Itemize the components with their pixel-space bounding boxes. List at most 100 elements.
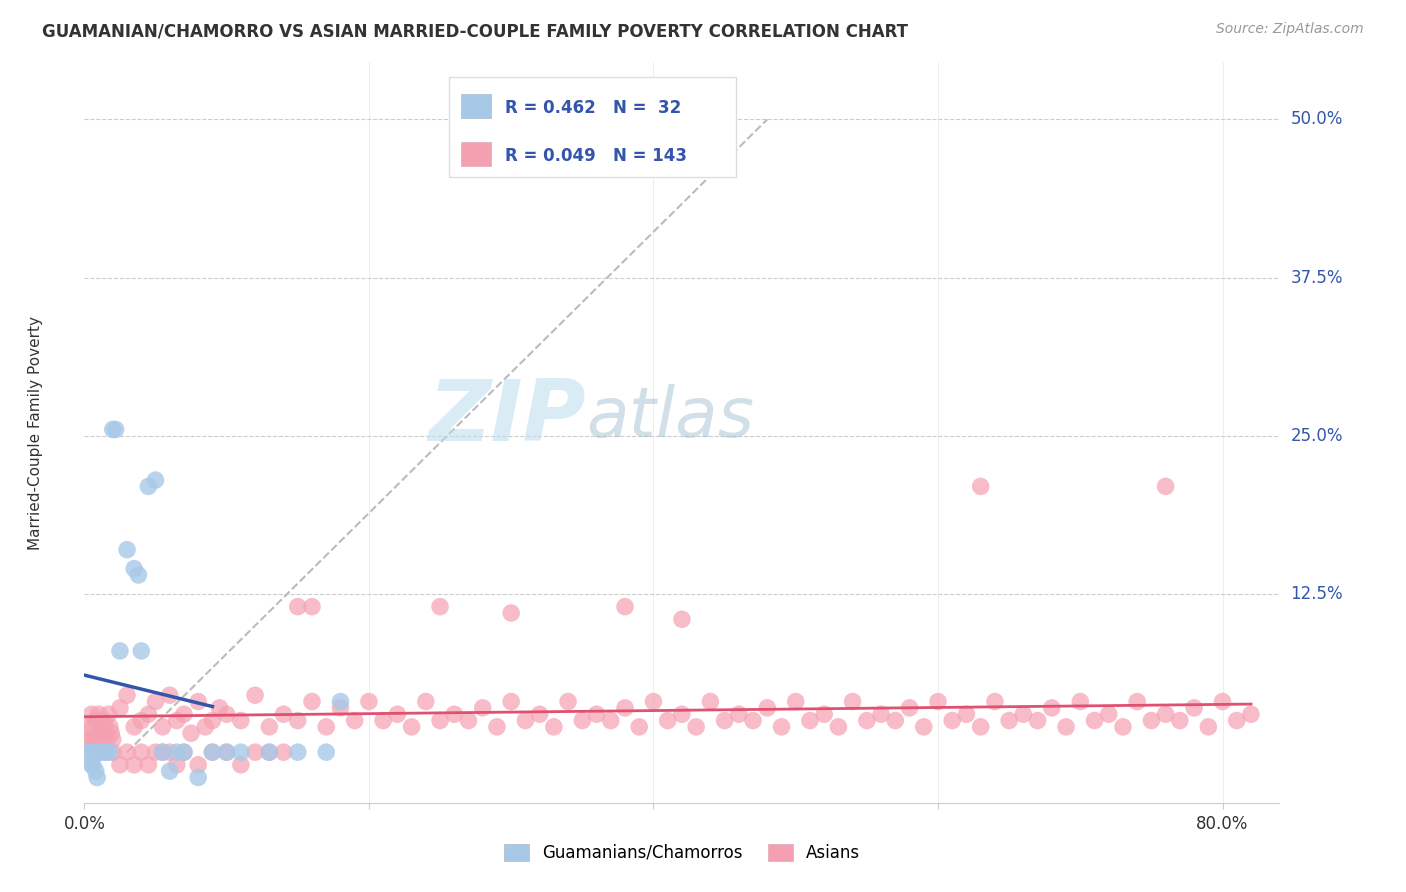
- Point: [83, 745, 105, 759]
- Point: [229, 745, 252, 759]
- Point: [671, 707, 693, 722]
- Point: [1054, 720, 1077, 734]
- Point: [108, 757, 131, 772]
- Point: [1168, 714, 1191, 728]
- Point: [1226, 714, 1249, 728]
- Point: [970, 479, 993, 493]
- FancyBboxPatch shape: [449, 78, 735, 178]
- Point: [79, 732, 101, 747]
- FancyBboxPatch shape: [461, 142, 491, 166]
- Point: [243, 688, 266, 702]
- Point: [77, 720, 100, 734]
- Point: [643, 694, 665, 708]
- Point: [129, 745, 152, 759]
- Point: [97, 707, 120, 722]
- Point: [138, 479, 160, 493]
- Point: [159, 688, 181, 702]
- Point: [138, 757, 160, 772]
- Point: [827, 720, 849, 734]
- Point: [96, 732, 118, 747]
- Point: [515, 714, 537, 728]
- Point: [101, 422, 124, 436]
- Point: [471, 701, 494, 715]
- Point: [785, 694, 807, 708]
- Point: [243, 745, 266, 759]
- Point: [770, 720, 793, 734]
- Point: [87, 745, 110, 759]
- Point: [799, 714, 821, 728]
- Point: [173, 745, 195, 759]
- Point: [870, 707, 893, 722]
- Point: [145, 694, 167, 708]
- Point: [89, 720, 111, 734]
- Point: [1197, 720, 1219, 734]
- Point: [457, 714, 479, 728]
- Point: [108, 644, 131, 658]
- Point: [485, 720, 508, 734]
- FancyBboxPatch shape: [461, 94, 491, 118]
- Point: [301, 599, 323, 614]
- Point: [429, 714, 451, 728]
- Point: [856, 714, 879, 728]
- Point: [1040, 701, 1063, 715]
- Point: [98, 745, 121, 759]
- Point: [84, 764, 107, 779]
- Point: [699, 694, 721, 708]
- Point: [259, 745, 281, 759]
- Text: 50.0%: 50.0%: [1291, 111, 1343, 128]
- Text: 25.0%: 25.0%: [1291, 426, 1343, 445]
- Point: [429, 599, 451, 614]
- Point: [79, 745, 101, 759]
- Point: [145, 473, 167, 487]
- Point: [127, 568, 149, 582]
- Point: [1069, 694, 1091, 708]
- Point: [1182, 701, 1205, 715]
- Point: [585, 707, 607, 722]
- Point: [152, 720, 174, 734]
- Point: [756, 701, 779, 715]
- Point: [173, 745, 195, 759]
- Point: [1126, 694, 1149, 708]
- Point: [166, 745, 188, 759]
- Point: [159, 745, 181, 759]
- Point: [727, 707, 749, 722]
- Point: [94, 745, 117, 759]
- Text: 37.5%: 37.5%: [1291, 268, 1343, 286]
- Point: [166, 714, 188, 728]
- Point: [1112, 720, 1135, 734]
- Point: [80, 707, 103, 722]
- Point: [229, 757, 252, 772]
- Point: [187, 757, 209, 772]
- Point: [98, 720, 121, 734]
- Point: [201, 745, 224, 759]
- Point: [557, 694, 579, 708]
- Point: [201, 714, 224, 728]
- Point: [86, 771, 108, 785]
- Point: [87, 745, 110, 759]
- Point: [657, 714, 679, 728]
- Point: [287, 745, 309, 759]
- Point: [941, 714, 963, 728]
- Point: [152, 745, 174, 759]
- Point: [529, 707, 551, 722]
- Point: [215, 745, 238, 759]
- Point: [208, 701, 231, 715]
- Point: [82, 720, 104, 734]
- Point: [287, 714, 309, 728]
- Point: [614, 599, 637, 614]
- Point: [742, 714, 765, 728]
- Point: [813, 707, 835, 722]
- Text: 12.5%: 12.5%: [1291, 585, 1343, 603]
- Point: [84, 714, 107, 728]
- Point: [90, 726, 112, 740]
- Point: [571, 714, 593, 728]
- Text: Source: ZipAtlas.com: Source: ZipAtlas.com: [1216, 22, 1364, 37]
- Point: [101, 732, 124, 747]
- Point: [501, 694, 523, 708]
- Point: [998, 714, 1021, 728]
- Point: [315, 720, 337, 734]
- Point: [83, 732, 105, 747]
- Point: [713, 714, 735, 728]
- Point: [145, 745, 167, 759]
- Point: [273, 745, 295, 759]
